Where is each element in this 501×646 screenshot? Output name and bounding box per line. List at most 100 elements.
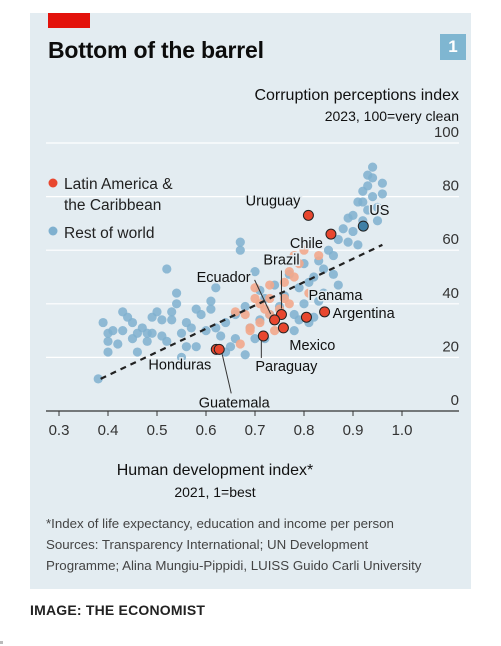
rest-point <box>113 339 123 349</box>
corner-mark <box>0 641 3 644</box>
footnote-sources: Sources: Transparency International; UN … <box>46 537 369 552</box>
highlight-point-ecuador <box>269 314 281 326</box>
rest-point <box>353 240 363 250</box>
rest-point <box>368 162 378 172</box>
x-tick-label: 0.6 <box>196 422 217 439</box>
rest-point <box>172 288 182 298</box>
rest-point <box>176 352 187 362</box>
latin-point <box>279 277 289 287</box>
footnote-definition: *Index of life expectancy, education and… <box>46 516 394 531</box>
rest-point <box>118 326 128 336</box>
latin-point <box>289 250 299 261</box>
rest-point <box>235 245 245 255</box>
y-tick-label: 40 <box>442 285 459 302</box>
rest-point <box>167 315 177 325</box>
rest-point <box>93 374 103 384</box>
legend-latin-label: Latin America & the Caribbean <box>64 176 177 214</box>
footnote-sources-cont: Programme; Alina Mungiu-Pippidi, LUISS G… <box>46 558 422 573</box>
rest-point <box>377 189 387 199</box>
latin-point <box>235 339 245 349</box>
rest-point <box>142 336 152 346</box>
rest-point <box>343 237 353 247</box>
x-axis-title: Human development index* <box>117 462 314 479</box>
latin-point <box>270 326 280 336</box>
x-tick-label: 0.8 <box>294 422 315 439</box>
country-label: Uruguay <box>246 193 302 209</box>
highlight-point-mexico <box>277 322 289 334</box>
rest-point <box>216 331 226 341</box>
highlight-point-uruguay <box>302 209 314 221</box>
latin-point <box>304 288 314 298</box>
rest-point <box>250 334 260 344</box>
latin-point <box>299 245 309 255</box>
rest-point <box>132 328 142 338</box>
highlight-point-argentina <box>319 306 331 318</box>
axis-titles: Corruption perceptions index 2023, 100=v… <box>117 87 459 500</box>
y-tick-label: 80 <box>442 178 459 195</box>
x-tick-label: 0.9 <box>343 422 364 439</box>
grid-lines <box>46 142 459 416</box>
country-label: US <box>369 203 389 219</box>
rest-point <box>147 312 157 322</box>
rest-point <box>118 307 128 317</box>
rest-point <box>338 224 348 234</box>
rest-point <box>294 283 304 293</box>
rest-point <box>328 269 338 279</box>
x-tick-label: 0.7 <box>245 422 266 439</box>
highlight-point-paraguay <box>257 330 269 342</box>
x-tick-label: 0.4 <box>98 422 119 439</box>
country-label: Paraguay <box>255 359 318 375</box>
country-label: Honduras <box>148 357 211 373</box>
rest-point <box>181 342 191 352</box>
rest-point <box>103 347 113 357</box>
chart-card: Bottom of the barrel 1 0 20 40 60 80 100 0.3 0.… <box>30 13 471 589</box>
country-label: Ecuador <box>197 270 251 286</box>
highlighted-points <box>210 209 369 355</box>
rest-point <box>240 301 250 312</box>
highlight-point-chile <box>325 228 337 240</box>
y-tick-label: 20 <box>442 338 459 355</box>
latin-point <box>255 317 265 328</box>
rest-point <box>157 331 167 341</box>
scatter-chart: 0 20 40 60 80 100 0.3 0.4 0.5 0.6 0.7 0.8 0.9 1.0 Cor… <box>46 87 459 500</box>
y-tick-label: 100 <box>434 124 459 141</box>
rest-point <box>201 326 211 336</box>
rest-point <box>250 267 260 277</box>
rest-point <box>176 328 187 338</box>
country-label: Guatemala <box>199 395 271 411</box>
rest-point <box>368 192 378 202</box>
axis-ticks: 0 20 40 60 80 100 0.3 0.4 0.5 0.6 0.7 0.8 0.9 1.0 <box>49 124 459 439</box>
trendline <box>100 243 383 380</box>
latin-point <box>314 250 324 261</box>
latin-point <box>289 272 299 282</box>
chart-number-badge: 1 <box>440 34 466 60</box>
country-label: Argentina <box>333 306 396 322</box>
rest-point <box>196 309 206 320</box>
x-tick-label: 0.3 <box>49 422 70 439</box>
latin-point <box>230 307 240 317</box>
rest-point <box>333 280 343 290</box>
rest-point <box>358 197 368 207</box>
x-tick-label: 0.5 <box>147 422 168 439</box>
label-leader <box>254 279 272 315</box>
image-credit: IMAGE: THE ECONOMIST <box>30 602 206 618</box>
rest-point <box>299 299 309 309</box>
highlight-point-guatemala <box>213 343 225 355</box>
country-label: Mexico <box>289 338 335 354</box>
highlight-point-us <box>357 220 369 232</box>
latin-point <box>265 280 275 290</box>
latin-point <box>294 259 304 269</box>
rest-point <box>211 283 221 293</box>
rest-point <box>191 342 201 352</box>
latin-america-points <box>230 245 324 349</box>
rest-point <box>206 296 216 306</box>
rest-point <box>167 307 177 317</box>
rest-point <box>343 213 353 223</box>
rest-point <box>328 250 338 261</box>
y-axis-subtitle: 2023, 100=very clean <box>325 108 459 124</box>
highlight-point-panama <box>300 311 312 323</box>
rest-point <box>162 264 172 274</box>
label-leader <box>221 354 232 394</box>
rest-point <box>132 347 142 357</box>
rest-point <box>319 288 329 298</box>
